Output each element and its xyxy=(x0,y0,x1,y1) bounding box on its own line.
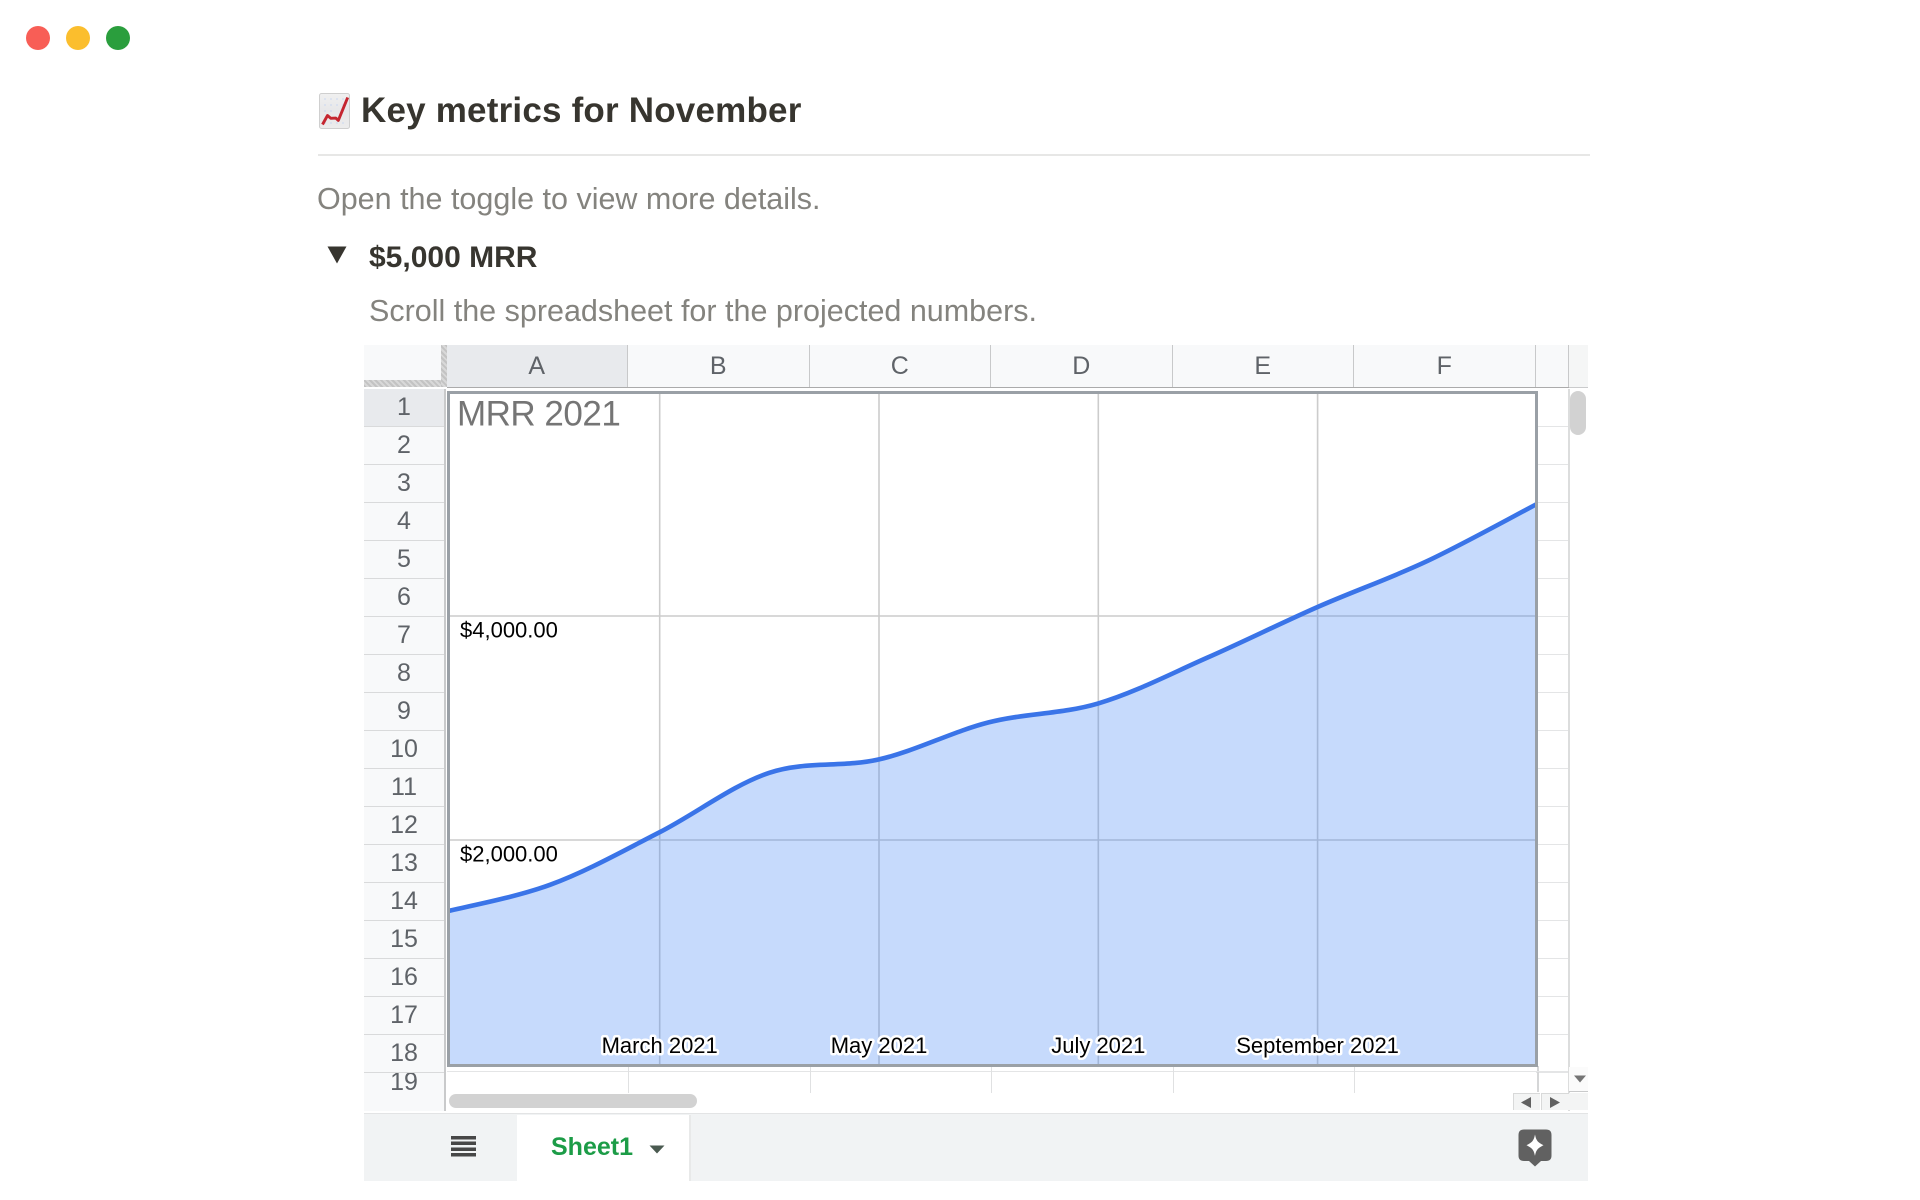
svg-text:September 2021: September 2021 xyxy=(1236,1033,1399,1058)
svg-text:July 2021: July 2021 xyxy=(1051,1033,1145,1058)
svg-text:March 2021: March 2021 xyxy=(602,1033,718,1058)
svg-text:MRR 2021: MRR 2021 xyxy=(457,394,620,433)
svg-text:$4,000.00: $4,000.00 xyxy=(460,617,558,642)
svg-text:May 2021: May 2021 xyxy=(831,1033,928,1058)
svg-text:$2,000.00: $2,000.00 xyxy=(460,841,558,866)
